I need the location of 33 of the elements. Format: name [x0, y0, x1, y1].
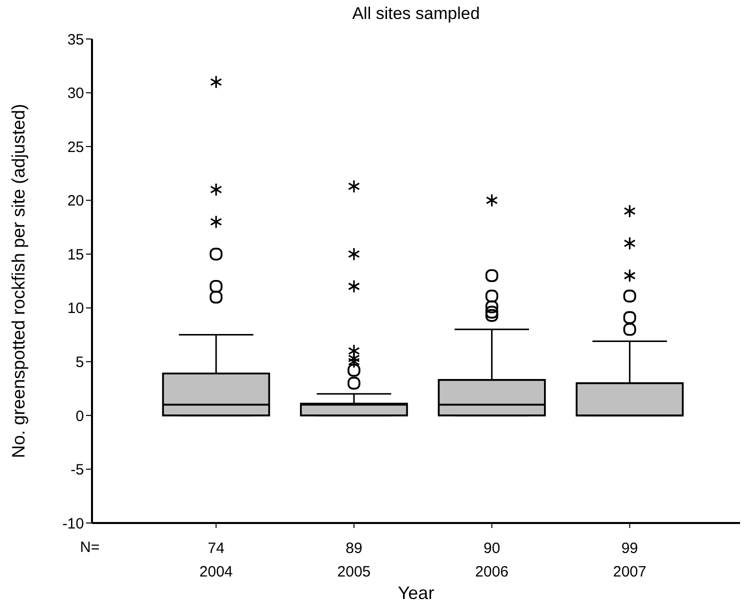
point	[348, 280, 360, 294]
y-tick-label: 5	[76, 354, 84, 371]
point	[210, 215, 222, 229]
x-tick-label: 2007	[613, 564, 646, 581]
annotation: 99	[620, 540, 640, 557]
x-tick-label: 2004	[199, 564, 233, 581]
y-tick-label: 25	[67, 138, 84, 156]
point	[624, 236, 636, 250]
y-tick-label: 35	[67, 31, 84, 48]
text: N=	[80, 539, 100, 556]
x-axis-title: Year	[396, 583, 436, 604]
x-tick-label: 2005	[337, 564, 371, 581]
point	[624, 268, 636, 282]
y-tick-label: 20	[67, 192, 84, 210]
y-tick-label: -5	[70, 462, 84, 479]
y-tick-label: 10	[67, 300, 84, 318]
point	[210, 182, 222, 196]
y-tick-label: 15	[67, 246, 84, 264]
y-axis-title: No. greenspotted rockfish per site (adjusted)	[8, 104, 28, 458]
point	[486, 194, 498, 208]
chart-title: All sites sampled	[351, 4, 481, 24]
y-tick-label: 0	[76, 408, 84, 425]
y-tick-label: -10	[62, 515, 84, 532]
point	[348, 247, 360, 261]
point	[348, 354, 360, 368]
annotation: 89	[344, 540, 364, 557]
point	[210, 75, 222, 89]
x-tick-label: 2006	[475, 564, 509, 581]
point	[624, 204, 636, 218]
annotation: 74	[206, 540, 226, 557]
annotation: 90	[482, 540, 502, 557]
point	[348, 180, 360, 194]
y-tick-label: 30	[67, 85, 84, 102]
